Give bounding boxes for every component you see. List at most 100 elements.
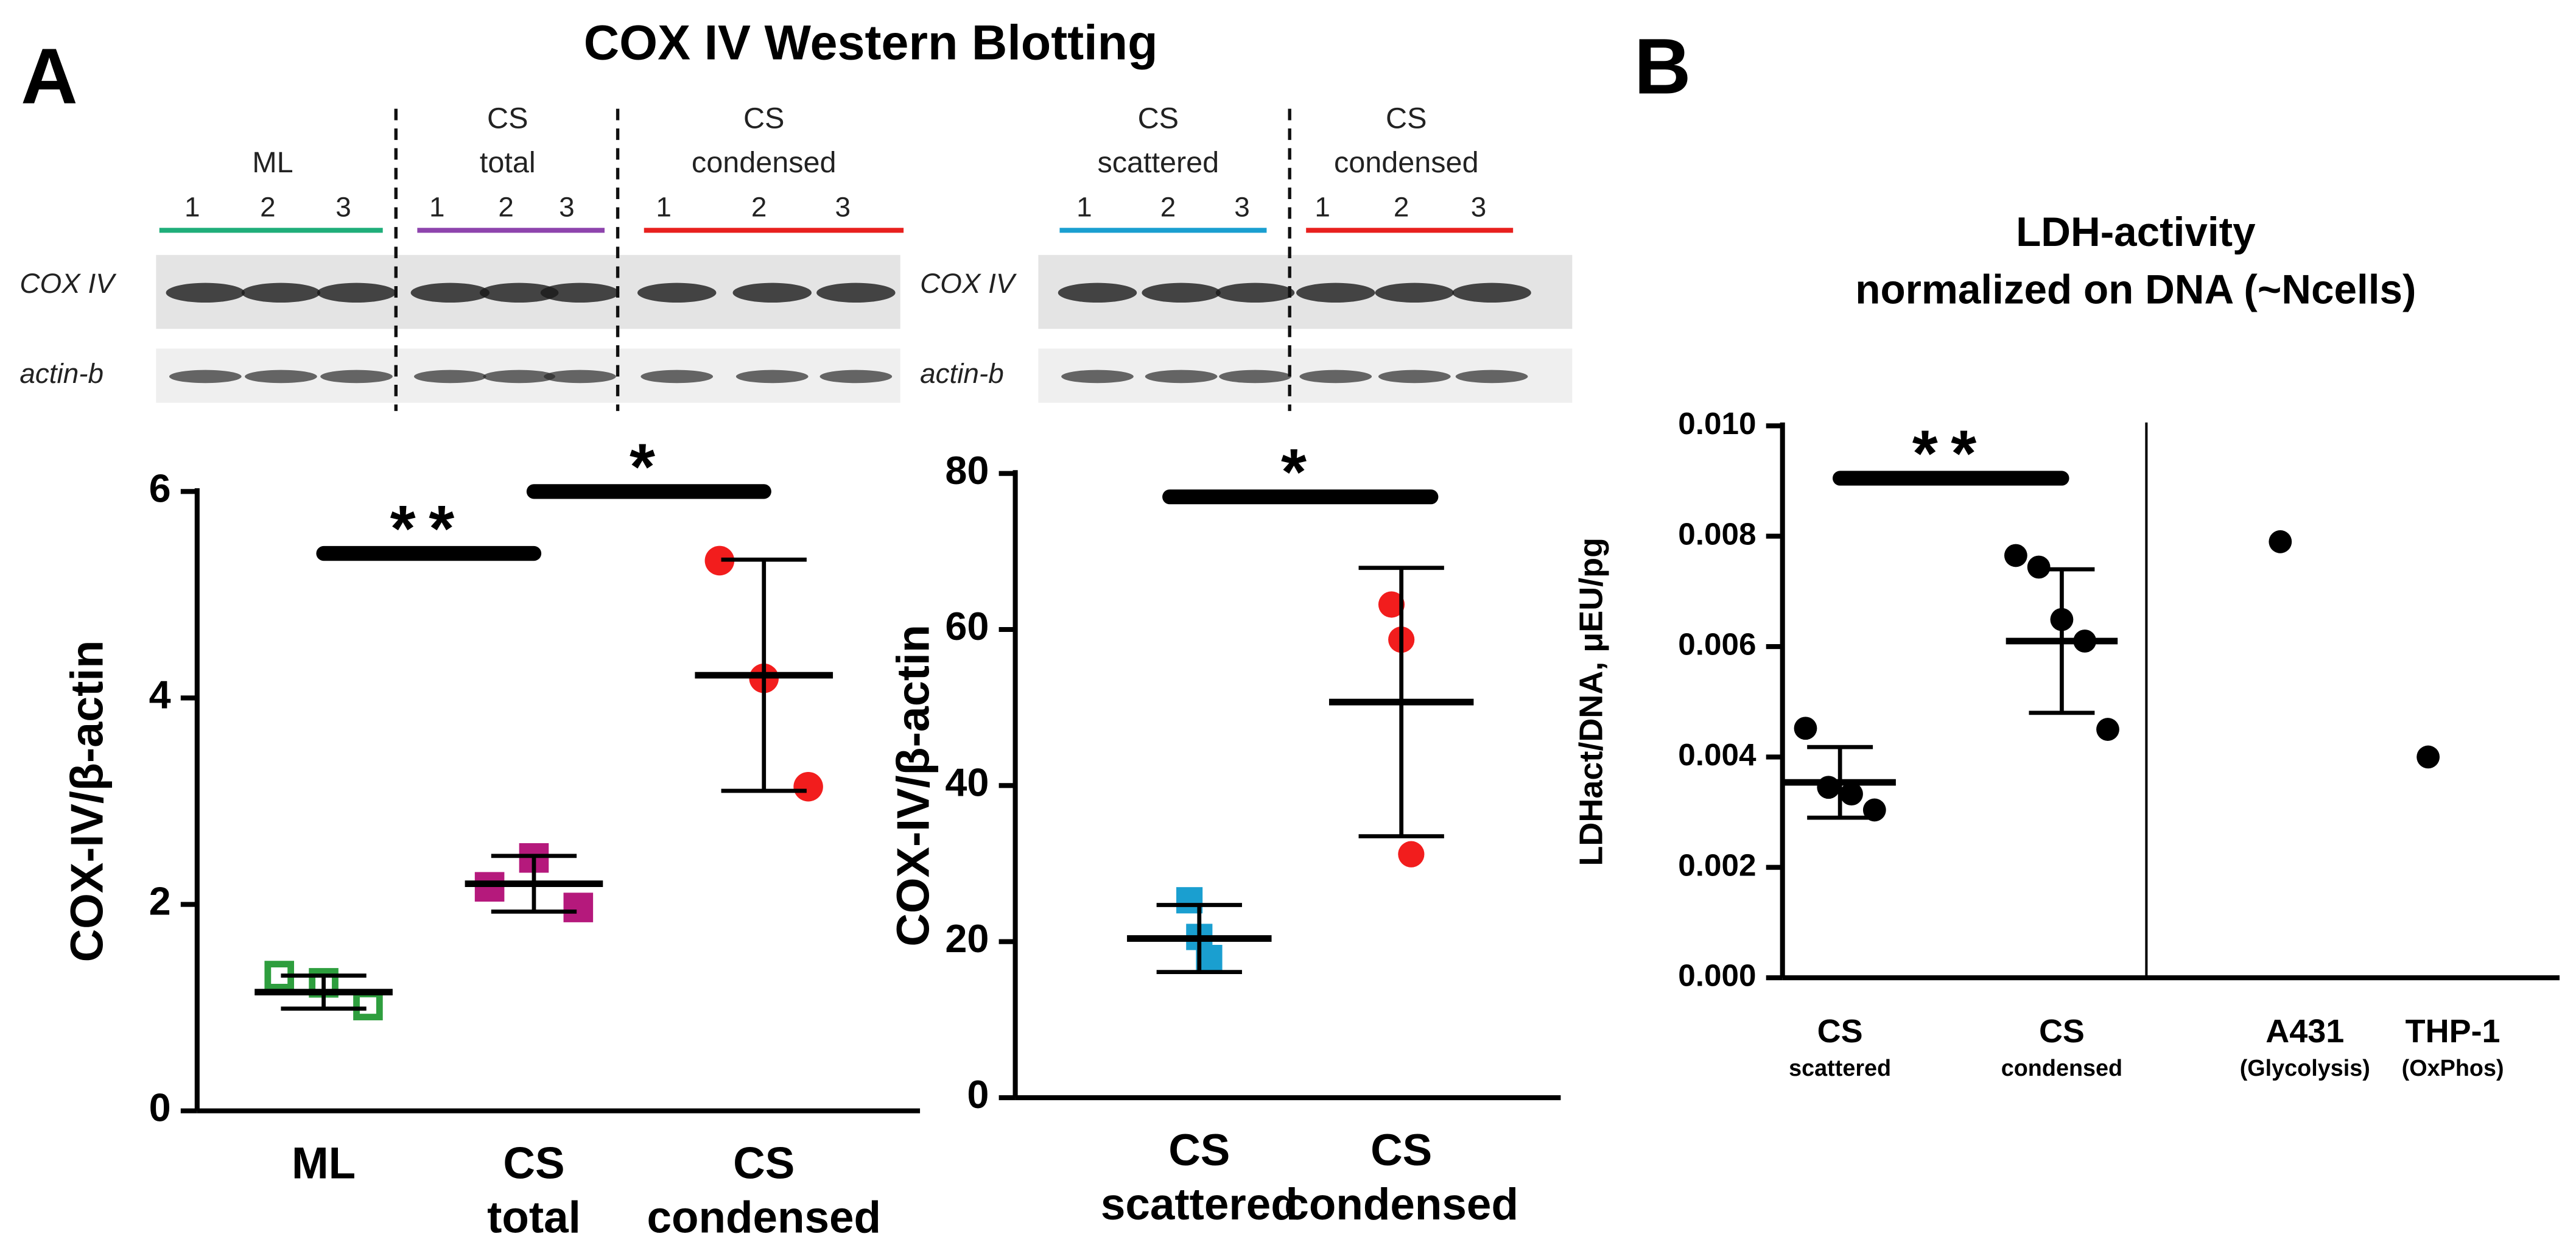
blot-band	[1455, 370, 1528, 384]
x-tick-label: ML	[292, 1139, 356, 1188]
y-tick-label: 0.006	[1678, 627, 1756, 662]
x-tick-label: (Glycolysis)	[2240, 1056, 2370, 1081]
blot-band	[169, 370, 242, 384]
lane-number: 1	[1314, 191, 1330, 222]
blot-band	[241, 282, 321, 303]
blot-group-label: condensed	[1334, 146, 1479, 179]
blot-group-label: condensed	[692, 146, 837, 179]
y-tick-label: 4	[149, 673, 171, 717]
panel-label: B	[1634, 23, 1691, 110]
blot-group-label: CS	[743, 102, 784, 135]
y-axis-label: LDHact/DNA, μEU/pg	[1573, 538, 1610, 866]
blot-band	[1215, 282, 1295, 303]
data-point	[1794, 717, 1817, 740]
x-tick-label: A431	[2265, 1013, 2344, 1050]
y-tick-label: 0	[149, 1085, 171, 1130]
significance-label: *	[1281, 435, 1320, 508]
data-point	[1398, 841, 1425, 868]
lane-number: 1	[184, 191, 200, 222]
blot-group-label: ML	[252, 146, 293, 179]
error-bar	[281, 973, 367, 1011]
error-bar	[1156, 903, 1242, 975]
y-tick-label: 0	[967, 1072, 989, 1117]
blot-group-label: CS	[1138, 102, 1179, 135]
x-tick-label: condensed	[647, 1193, 881, 1243]
blot-group-label: scattered	[1097, 146, 1219, 179]
data-point	[2416, 745, 2440, 769]
blot-band	[640, 370, 714, 384]
data-point	[793, 771, 823, 802]
y-tick-label: 60	[945, 604, 989, 648]
lane-number: 1	[1076, 191, 1092, 222]
blot-band	[245, 370, 317, 384]
data-point	[2096, 718, 2119, 741]
blot-band	[413, 370, 486, 384]
blot-group-label: CS	[1386, 102, 1427, 135]
x-tick-label: condensed	[1284, 1180, 1518, 1229]
data-point	[563, 893, 594, 922]
lane-number: 1	[429, 191, 445, 222]
blot-band	[1219, 370, 1291, 384]
blot-band	[1061, 370, 1134, 384]
y-tick-label: 80	[945, 448, 989, 493]
lane-number: 3	[835, 191, 851, 222]
blot-band	[637, 282, 717, 303]
blot-band	[479, 282, 559, 303]
lane-number: 3	[559, 191, 575, 222]
blot-band	[1145, 370, 1218, 384]
blot-band	[166, 282, 245, 303]
x-tick-label: CS	[1817, 1013, 1863, 1050]
data-point	[704, 545, 735, 576]
error-bar	[1807, 745, 1873, 820]
blot-row-label: actin-b	[19, 357, 104, 389]
blot-row-label: COX IV	[19, 267, 117, 299]
lane-number: 2	[1394, 191, 1409, 222]
y-tick-label: 6	[149, 466, 171, 510]
y-tick-label: 2	[149, 879, 171, 924]
lane-number: 3	[335, 191, 351, 222]
blot-row-label: COX IV	[920, 267, 1017, 299]
lane-number: 2	[751, 191, 767, 222]
blot-band	[816, 282, 896, 303]
significance-label: **	[1912, 416, 1990, 490]
y-tick-label: 40	[945, 760, 989, 804]
blot-band	[410, 282, 490, 303]
blot-band	[732, 282, 812, 303]
blot-group-label: CS	[487, 102, 528, 135]
error-bar	[2029, 567, 2095, 715]
y-axis-label: COX-IV/β-actin	[61, 640, 113, 963]
x-tick-label: (OxPhos)	[2402, 1056, 2504, 1081]
blot-band	[317, 282, 396, 303]
data-point	[353, 991, 383, 1020]
x-tick-label: total	[487, 1193, 581, 1243]
blot-band	[540, 282, 620, 303]
x-tick-label: CS	[503, 1139, 564, 1188]
blot-group-label: total	[480, 146, 536, 179]
y-axis-label: COX-IV/β-actin	[888, 625, 939, 947]
chart-title: LDH-activity	[2016, 209, 2256, 255]
chart-title: normalized on DNA (~Ncells)	[1855, 267, 2416, 313]
blot-band	[1296, 282, 1375, 303]
significance-label: *	[630, 429, 669, 503]
blot-band	[819, 370, 893, 384]
blot-row-label: actin-b	[920, 357, 1004, 389]
blot-band	[1142, 282, 1221, 303]
data-point	[2004, 544, 2027, 567]
data-point	[2269, 530, 2292, 553]
blot-band	[1378, 370, 1451, 384]
lane-number: 1	[656, 191, 672, 222]
lane-number: 3	[1234, 191, 1250, 222]
lane-number: 3	[1471, 191, 1487, 222]
x-tick-label: scattered	[1789, 1056, 1891, 1081]
x-tick-label: CS	[1370, 1126, 1432, 1175]
data-point	[1840, 782, 1863, 806]
y-tick-label: 0.002	[1678, 847, 1756, 882]
x-tick-label: condensed	[2001, 1056, 2122, 1081]
data-point	[2027, 555, 2051, 579]
y-tick-label: 0.004	[1678, 737, 1757, 772]
error-bar	[1358, 566, 1444, 839]
x-tick-label: scattered	[1101, 1180, 1298, 1229]
blot-band	[735, 370, 809, 384]
x-tick-label: CS	[1168, 1126, 1230, 1175]
lane-number: 2	[260, 191, 276, 222]
